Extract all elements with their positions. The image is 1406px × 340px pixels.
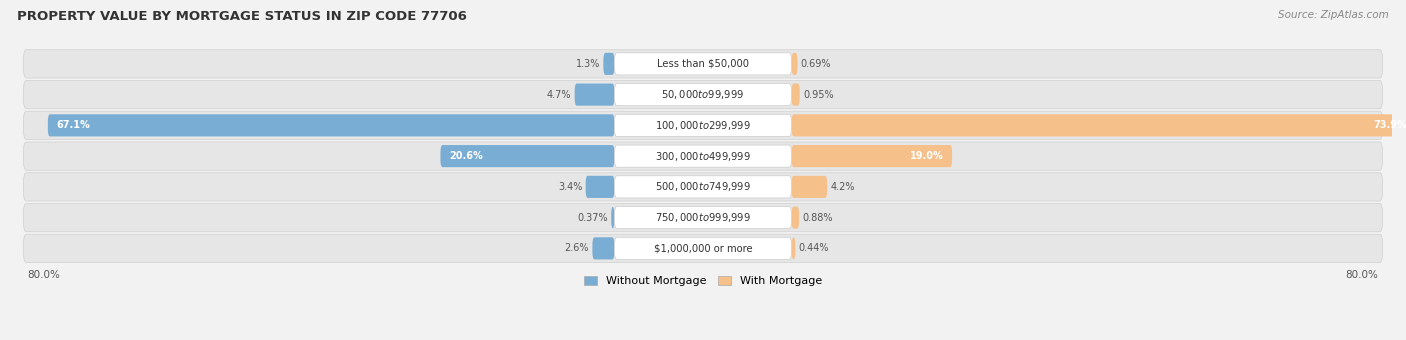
FancyBboxPatch shape — [592, 237, 614, 259]
FancyBboxPatch shape — [792, 114, 1406, 136]
FancyBboxPatch shape — [792, 53, 797, 75]
Text: 2.6%: 2.6% — [565, 243, 589, 253]
Text: 0.44%: 0.44% — [799, 243, 830, 253]
FancyBboxPatch shape — [24, 234, 1382, 262]
Text: 20.6%: 20.6% — [449, 151, 482, 161]
FancyBboxPatch shape — [440, 145, 614, 167]
Text: $50,000 to $99,999: $50,000 to $99,999 — [661, 88, 745, 101]
FancyBboxPatch shape — [614, 176, 792, 198]
FancyBboxPatch shape — [603, 53, 614, 75]
FancyBboxPatch shape — [614, 114, 792, 136]
Text: 3.4%: 3.4% — [558, 182, 582, 192]
FancyBboxPatch shape — [614, 237, 792, 259]
Text: $100,000 to $299,999: $100,000 to $299,999 — [655, 119, 751, 132]
Text: 80.0%: 80.0% — [28, 270, 60, 279]
Text: 1.3%: 1.3% — [575, 59, 600, 69]
FancyBboxPatch shape — [614, 145, 792, 167]
Legend: Without Mortgage, With Mortgage: Without Mortgage, With Mortgage — [583, 276, 823, 286]
FancyBboxPatch shape — [614, 207, 792, 229]
Text: Source: ZipAtlas.com: Source: ZipAtlas.com — [1278, 10, 1389, 20]
Text: 19.0%: 19.0% — [910, 151, 943, 161]
Text: 67.1%: 67.1% — [56, 120, 90, 130]
Text: 4.2%: 4.2% — [831, 182, 855, 192]
Text: 80.0%: 80.0% — [1346, 270, 1378, 279]
FancyBboxPatch shape — [24, 142, 1382, 170]
FancyBboxPatch shape — [575, 84, 614, 106]
Text: 73.9%: 73.9% — [1374, 120, 1406, 130]
FancyBboxPatch shape — [792, 237, 796, 259]
Text: 4.7%: 4.7% — [547, 90, 571, 100]
FancyBboxPatch shape — [614, 53, 792, 75]
Text: $500,000 to $749,999: $500,000 to $749,999 — [655, 181, 751, 193]
Text: 0.88%: 0.88% — [803, 212, 832, 223]
Text: $750,000 to $999,999: $750,000 to $999,999 — [655, 211, 751, 224]
FancyBboxPatch shape — [48, 114, 614, 136]
FancyBboxPatch shape — [24, 111, 1382, 139]
Text: Less than $50,000: Less than $50,000 — [657, 59, 749, 69]
Text: 0.95%: 0.95% — [803, 90, 834, 100]
FancyBboxPatch shape — [792, 176, 827, 198]
FancyBboxPatch shape — [612, 207, 614, 229]
FancyBboxPatch shape — [24, 50, 1382, 78]
FancyBboxPatch shape — [24, 203, 1382, 232]
FancyBboxPatch shape — [24, 173, 1382, 201]
FancyBboxPatch shape — [792, 84, 800, 106]
FancyBboxPatch shape — [792, 145, 952, 167]
FancyBboxPatch shape — [586, 176, 614, 198]
Text: 0.69%: 0.69% — [801, 59, 831, 69]
FancyBboxPatch shape — [792, 207, 799, 229]
Text: $300,000 to $499,999: $300,000 to $499,999 — [655, 150, 751, 163]
Text: 0.37%: 0.37% — [578, 212, 607, 223]
Text: PROPERTY VALUE BY MORTGAGE STATUS IN ZIP CODE 77706: PROPERTY VALUE BY MORTGAGE STATUS IN ZIP… — [17, 10, 467, 23]
FancyBboxPatch shape — [24, 81, 1382, 109]
Text: $1,000,000 or more: $1,000,000 or more — [654, 243, 752, 253]
FancyBboxPatch shape — [614, 84, 792, 106]
